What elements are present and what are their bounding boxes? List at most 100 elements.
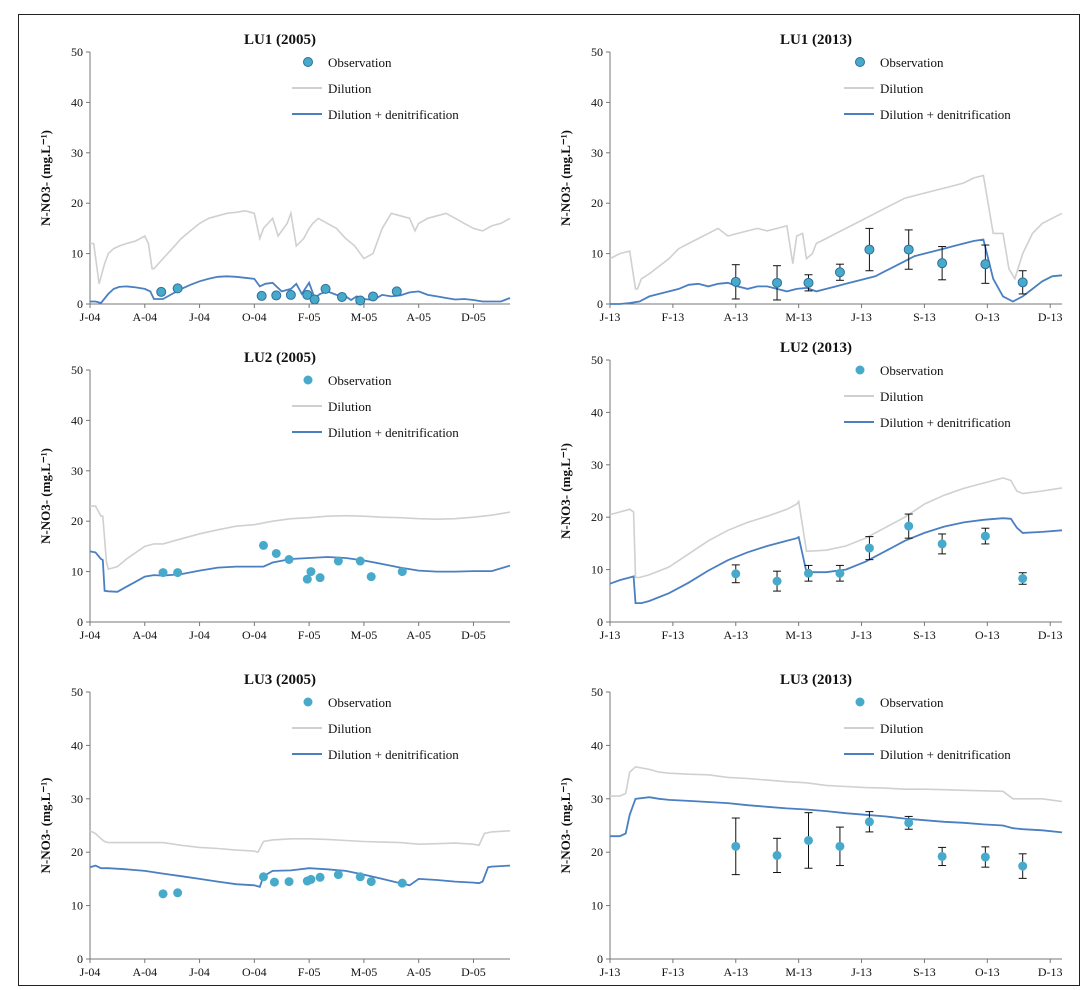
x-tick-label: J-13 xyxy=(600,965,621,979)
legend-observation-marker xyxy=(303,375,313,385)
observation-point xyxy=(730,276,741,287)
x-tick-label: S-13 xyxy=(913,965,936,979)
x-tick-label: F-13 xyxy=(662,310,685,324)
y-tick-label: 30 xyxy=(591,146,603,160)
x-tick-label: O-04 xyxy=(242,965,267,979)
observation-point xyxy=(731,841,741,851)
observation-point xyxy=(366,877,376,887)
observation-point xyxy=(772,850,782,860)
chart-panel-lu3-2013: LU3 (2013) 0 10 20 30 40 50 J-13 F-13 A-13 M-13 J-1… xyxy=(548,670,1080,985)
observation-point xyxy=(397,567,407,577)
legend-denitrification-label: Dilution + denitrification xyxy=(328,747,459,762)
y-tick-label: 50 xyxy=(71,363,83,377)
observation-point xyxy=(864,543,874,553)
x-tick-label: D-13 xyxy=(1038,628,1063,642)
observation-point xyxy=(271,548,281,558)
observation-point xyxy=(803,835,813,845)
chart-panel-lu1-2013: LU1 (2013) 0 10 20 30 40 50 J-13 F-13 A-13 M-13 J-1… xyxy=(548,30,1080,330)
x-tick-label: O-04 xyxy=(242,310,267,324)
observation-point xyxy=(271,290,282,301)
y-tick-label: 30 xyxy=(591,458,603,472)
legend-observation-marker xyxy=(855,697,865,707)
observation-point xyxy=(904,521,914,531)
y-tick-label: 20 xyxy=(71,845,83,859)
x-tick-label: O-13 xyxy=(975,310,1000,324)
y-tick-label: 10 xyxy=(591,563,603,577)
x-tick-label: M-05 xyxy=(351,628,378,642)
x-tick-label: O-13 xyxy=(975,628,1000,642)
observation-point xyxy=(937,539,947,549)
observation-point xyxy=(937,258,948,269)
y-axis-label: N-NO3- (mg.L⁻¹) xyxy=(38,448,53,544)
y-tick-label: 20 xyxy=(71,514,83,528)
chart-title: LU2 (2005) xyxy=(244,350,316,366)
y-tick-label: 40 xyxy=(591,405,603,419)
chart-panel-lu3-2005: LU3 (2005) 0 10 20 30 40 50 J-04 A-04 J-04 O-04 F-0… xyxy=(28,670,528,985)
chart-title: LU1 (2005) xyxy=(244,32,316,48)
x-tick-label: J-04 xyxy=(189,310,210,324)
figure-frame xyxy=(18,14,1080,986)
chart-lu1-2005: LU1 (2005) 0 10 20 30 40 50 J-04 A-04 J-04 O-04 F-0… xyxy=(38,32,511,324)
x-tick-label: D-13 xyxy=(1038,310,1063,324)
x-tick-label: A-04 xyxy=(132,628,157,642)
y-tick-label: 10 xyxy=(71,247,83,261)
chart-lu2-2013: LU2 (2013) 0 10 20 30 40 50 J-13 F-13 A-13 M-13 J-1… xyxy=(558,340,1063,642)
observation-point xyxy=(258,540,268,550)
legend-denitrification-label: Dilution + denitrification xyxy=(328,107,459,122)
observation-point xyxy=(980,531,990,541)
legend-observation-label: Observation xyxy=(328,55,392,70)
y-tick-label: 30 xyxy=(71,792,83,806)
x-tick-label: J-13 xyxy=(851,965,872,979)
x-tick-label: A-05 xyxy=(406,965,431,979)
x-tick-label: F-05 xyxy=(298,310,321,324)
series-line-dilution-denitrification xyxy=(90,275,511,305)
chart-lu3-2013: LU3 (2013) 0 10 20 30 40 50 J-13 F-13 A-13 M-13 J-1… xyxy=(558,672,1063,979)
legend-dilution-label: Dilution xyxy=(880,721,924,736)
observation-point xyxy=(269,877,279,887)
chart-lu2-2005: LU2 (2005) 0 10 20 30 40 50 J-04 A-04 J-04 O-04 F-0… xyxy=(38,350,511,642)
y-tick-label: 50 xyxy=(71,45,83,59)
observation-point xyxy=(173,888,183,898)
y-tick-label: 30 xyxy=(71,464,83,478)
x-tick-label: J-04 xyxy=(80,310,101,324)
x-tick-label: J-04 xyxy=(80,628,101,642)
x-tick-label: J-13 xyxy=(600,628,621,642)
observation-point xyxy=(333,556,343,566)
observation-point xyxy=(397,878,407,888)
y-tick-label: 40 xyxy=(71,95,83,109)
legend-observation-marker xyxy=(303,697,313,707)
y-tick-label: 40 xyxy=(591,738,603,752)
y-tick-label: 50 xyxy=(591,353,603,367)
series-line-dilution-denitrification xyxy=(610,796,1063,838)
y-tick-label: 10 xyxy=(591,247,603,261)
observation-point xyxy=(173,568,183,578)
observation-point xyxy=(368,291,379,302)
y-tick-label: 0 xyxy=(597,952,603,966)
x-tick-label: F-05 xyxy=(298,628,321,642)
y-tick-label: 50 xyxy=(591,685,603,699)
y-tick-label: 20 xyxy=(591,510,603,524)
x-tick-label: A-05 xyxy=(406,628,431,642)
observation-point xyxy=(337,291,347,302)
x-tick-label: S-13 xyxy=(913,628,936,642)
chart-lu1-2013: LU1 (2013) 0 10 20 30 40 50 J-13 F-13 A-13 M-13 J-1… xyxy=(558,32,1063,324)
y-tick-label: 20 xyxy=(71,196,83,210)
series-line-dilution-denitrification xyxy=(89,864,511,889)
legend-observation-marker xyxy=(855,57,865,67)
observation-point xyxy=(835,568,845,578)
observation-point xyxy=(306,874,316,884)
x-tick-label: A-05 xyxy=(406,310,431,324)
observation-point xyxy=(731,569,741,579)
y-tick-label: 0 xyxy=(77,297,83,311)
observation-point xyxy=(320,283,331,294)
x-tick-label: D-13 xyxy=(1038,965,1063,979)
observation-point xyxy=(284,877,294,887)
y-axis-label: N-NO3- (mg.L⁻¹) xyxy=(38,130,53,226)
legend-dilution-label: Dilution xyxy=(328,721,372,736)
observation-point xyxy=(315,872,325,882)
x-tick-label: J-13 xyxy=(851,628,872,642)
observation-point xyxy=(172,283,183,294)
series-line-dilution xyxy=(609,174,1063,290)
x-tick-label: S-13 xyxy=(913,310,936,324)
observation-point xyxy=(333,870,343,880)
